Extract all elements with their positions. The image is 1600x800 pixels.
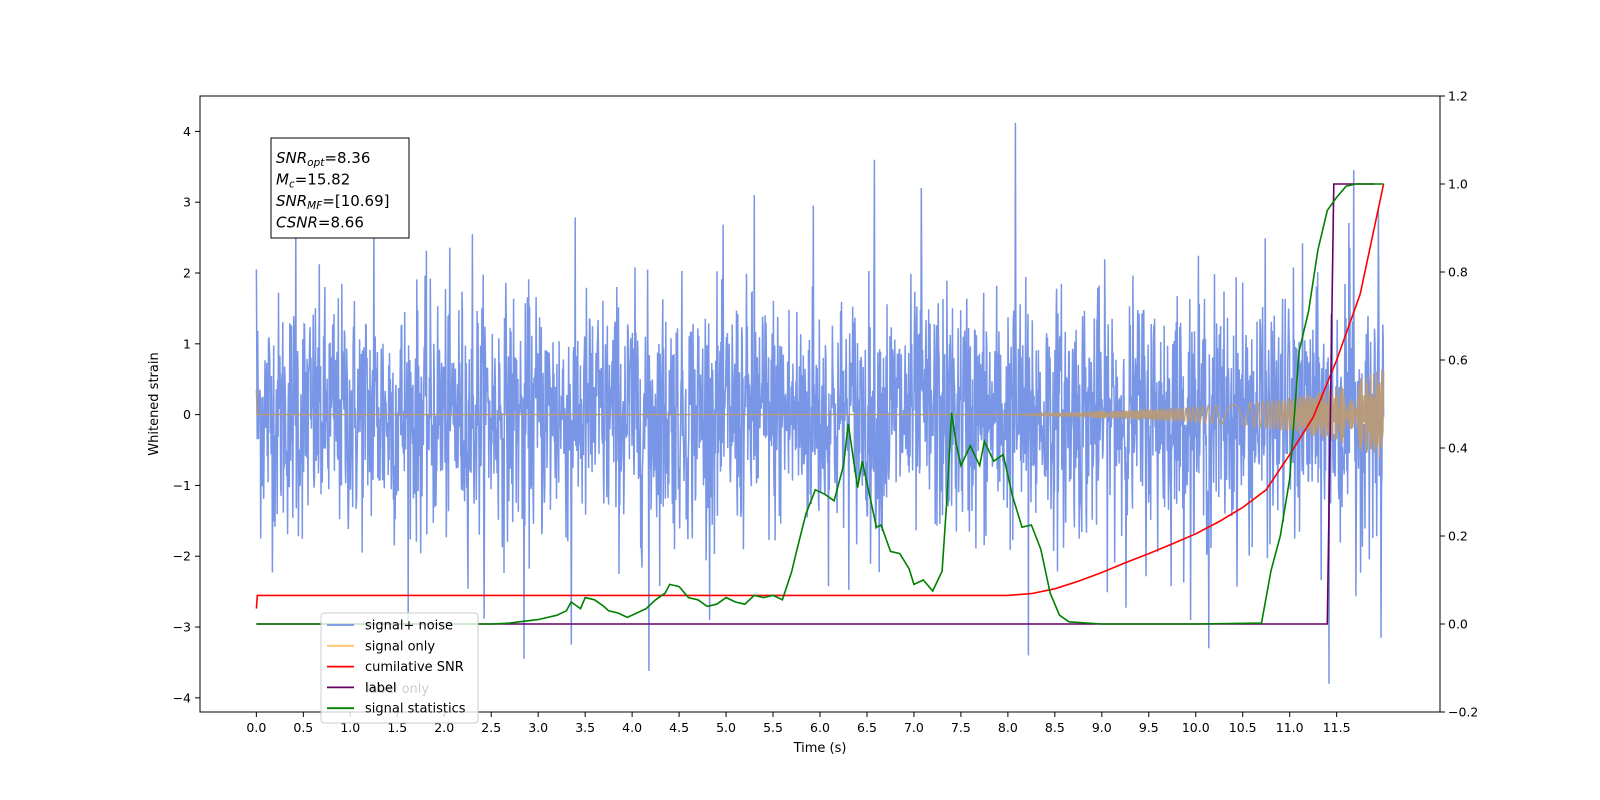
annotation-line: Mc=15.82 — [276, 171, 350, 191]
legend-label: signal only — [365, 639, 435, 654]
series-cumilative-snr-line — [255, 183, 1385, 609]
x-tick-label: 2.0 — [434, 720, 454, 735]
annotation-box-frame — [270, 137, 410, 239]
y-tick-label: −1 — [173, 478, 191, 493]
y-tick-label: 0 — [183, 407, 191, 422]
series-label-line — [256, 183, 1375, 625]
y-tick-label: 2 — [183, 266, 191, 281]
y-tick-label: −4 — [173, 690, 191, 705]
x-tick-label: 9.0 — [1092, 720, 1112, 735]
x-tick-label: 5.0 — [716, 720, 736, 735]
y-axis-label: Whitened strain — [147, 352, 162, 455]
y2-tick-label: 0.4 — [1448, 441, 1468, 456]
y2-tick-label: −0.2 — [1448, 705, 1478, 720]
x-axis: 0.0 0.5 1.0 1.5 2.0 2.5 3.0 3.5 4.0 4.5 5.0 5.5 6.0 6… — [246, 712, 1351, 735]
annotation-line: SNRopt=8.36 — [276, 149, 370, 169]
x-tick-label: 10.5 — [1229, 720, 1257, 735]
legend-frame — [320, 612, 479, 724]
x-tick-label: 0.0 — [246, 720, 266, 735]
legend-label: label — [365, 681, 396, 696]
x-tick-label: 11.5 — [1323, 720, 1351, 735]
x-tick-label: 7.5 — [951, 720, 971, 735]
y2-tick-label: 0.8 — [1448, 265, 1468, 280]
x-tick-label: 11.0 — [1276, 720, 1304, 735]
y2-tick-label: 0.6 — [1448, 353, 1468, 368]
x-tick-label: 6.5 — [857, 720, 877, 735]
legend-label: signal statistics — [365, 702, 466, 717]
x-tick-label: 7.0 — [904, 720, 924, 735]
x-tick-label: 9.5 — [1139, 720, 1159, 735]
x-tick-label: 1.5 — [387, 720, 407, 735]
x-tick-label: 0.5 — [293, 720, 313, 735]
x-tick-label: 5.5 — [763, 720, 783, 735]
annotation-line: CSNR=8.66 — [276, 214, 364, 232]
y2-tick-label: 0.0 — [1448, 617, 1468, 632]
y-tick-label: −3 — [173, 620, 191, 635]
y-tick-label: 1 — [183, 336, 191, 351]
x-tick-label: 4.0 — [622, 720, 642, 735]
x-tick-label: 8.5 — [1045, 720, 1065, 735]
y2-tick-label: 1.2 — [1448, 89, 1468, 104]
y-tick-label: 3 — [183, 195, 191, 210]
x-tick-label: 4.5 — [669, 720, 689, 735]
x-tick-label: 8.0 — [998, 720, 1018, 735]
x-axis-label: Time (s) — [793, 741, 847, 756]
x-tick-label: 2.5 — [481, 720, 501, 735]
series-signal-only-line — [255, 369, 1385, 459]
y2-tick-label: 1.0 — [1448, 177, 1468, 192]
y2-tick-label: 0.2 — [1448, 529, 1468, 544]
x-tick-label: 3.0 — [528, 720, 548, 735]
x-tick-label: 6.0 — [810, 720, 830, 735]
plot-area — [255, 122, 1385, 684]
legend-label: signal+ noise — [365, 619, 453, 634]
x-tick-label: 1.0 — [340, 720, 360, 735]
y-tick-label: 4 — [183, 124, 191, 139]
series-signal-noise-line — [255, 122, 1385, 684]
x-tick-label: 3.5 — [575, 720, 595, 735]
y-axis-right: −0.2 0.0 0.2 0.4 0.6 0.8 1.0 1.2 — [1440, 89, 1478, 720]
x-tick-label: 10.0 — [1182, 720, 1210, 735]
annotation-line: SNRMF=[10.69] — [276, 192, 390, 212]
legend-label: cumilative SNR — [365, 660, 464, 675]
series-signal-statistics-line — [256, 183, 1384, 625]
y-axis-left: −4 −3 −2 −1 0 1 2 3 4 — [173, 124, 200, 705]
y-tick-label: −2 — [173, 549, 191, 564]
